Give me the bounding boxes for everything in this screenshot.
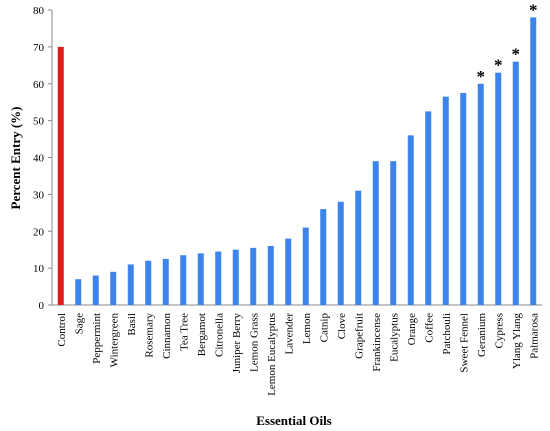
x-tick-label: Lemon Eucalyptus <box>266 313 278 396</box>
y-tick-label: 60 <box>33 79 45 91</box>
x-tick-label: Sweet Fennel <box>458 313 470 373</box>
bar <box>320 209 327 305</box>
bar <box>180 255 187 305</box>
x-tick-label: Catnip <box>318 313 330 343</box>
bar <box>232 249 239 305</box>
bar <box>302 227 309 305</box>
bar <box>512 61 519 305</box>
x-tick-label: Peppermint <box>91 313 103 364</box>
bar <box>442 96 449 305</box>
x-tick-label: Rosemary <box>143 313 155 358</box>
bar <box>250 247 257 305</box>
significance-star: * <box>512 45 521 64</box>
bar <box>355 190 362 305</box>
x-tick-label: Ylang Ylang <box>511 313 523 370</box>
x-tick-label: Tea Tree <box>178 313 190 351</box>
bar <box>267 246 274 305</box>
bar <box>110 271 117 305</box>
x-tick-labels: Control Sage Peppermint Wintergreen Basil Ros… <box>56 313 541 396</box>
x-tick-label: Cinnamon <box>161 313 173 359</box>
bar <box>530 17 537 305</box>
bar <box>337 201 344 305</box>
bar <box>460 92 467 305</box>
bar <box>477 83 484 305</box>
x-tick-label: Patchouli <box>441 313 453 355</box>
axes <box>48 9 542 306</box>
bar <box>285 238 292 305</box>
x-tick-label: Palmarosa <box>528 313 540 359</box>
x-tick-label: Sage <box>73 313 85 335</box>
y-axis-title: Percent Entry (%) <box>8 106 23 209</box>
y-tick-label: 10 <box>33 263 45 275</box>
bar <box>145 260 152 305</box>
bar <box>425 111 432 305</box>
bars <box>57 17 537 305</box>
bar <box>495 72 502 305</box>
x-tick-label: Basil <box>126 313 138 336</box>
bar <box>92 275 99 305</box>
bar <box>407 135 414 305</box>
y-tick-label: 40 <box>33 153 45 165</box>
x-tick-label: Orange <box>406 313 418 345</box>
x-tick-label: Bergamot <box>196 313 208 356</box>
x-tick-label: Clove <box>336 313 348 339</box>
x-tick-label: Lemon <box>301 313 313 345</box>
significance-star: * <box>477 67 486 86</box>
x-tick-label: Cypress <box>493 313 505 348</box>
bar <box>215 251 222 305</box>
y-tick-label: 80 <box>33 5 45 17</box>
significance-star: * <box>529 0 538 19</box>
y-tick-label: 70 <box>33 42 45 54</box>
y-tick-label: 20 <box>33 226 45 238</box>
y-tick-label: 0 <box>39 300 45 312</box>
x-axis-title: Essential Oils <box>256 413 332 428</box>
x-tick-label: Grapefruit <box>353 313 365 359</box>
x-tick-label: Eucalyptus <box>388 313 400 362</box>
x-tick-label: Juniper Berry <box>231 313 243 374</box>
bar <box>372 161 379 305</box>
bar <box>390 161 397 305</box>
y-tick-label: 30 <box>33 189 45 201</box>
bar <box>197 253 204 305</box>
bar <box>75 279 82 305</box>
bar <box>162 258 169 305</box>
x-tick-label: Lemon Grass <box>248 313 260 372</box>
y-tick-label: 50 <box>33 116 45 128</box>
y-tick-labels: 0 10 20 30 40 50 60 70 80 <box>33 5 45 312</box>
x-tick-label: Control <box>56 313 68 347</box>
x-tick-label: Lavender <box>283 313 295 355</box>
bar <box>57 46 64 305</box>
x-tick-label: Geranium <box>476 313 488 357</box>
x-tick-label: Frankincense <box>371 313 383 372</box>
bar <box>127 264 134 305</box>
significance-markers: * * * * <box>477 0 538 85</box>
x-tick-label: Coffee <box>423 313 435 343</box>
x-tick-label: Wintergreen <box>108 313 120 368</box>
significance-star: * <box>494 56 503 75</box>
x-tick-label: Citronella <box>213 313 225 357</box>
